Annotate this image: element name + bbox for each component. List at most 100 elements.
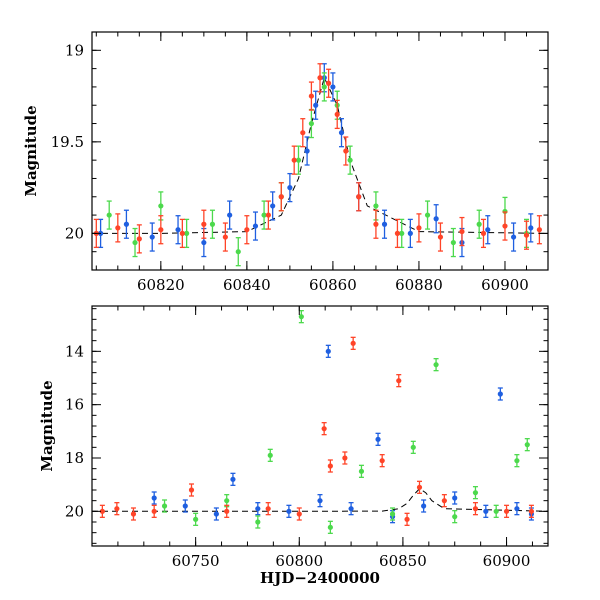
bottom-red-point — [472, 502, 479, 516]
bottom-red-point — [327, 459, 333, 473]
top-y-tick-label: 20 — [65, 224, 84, 242]
top-red-point — [265, 200, 271, 230]
bottom-blue-point — [348, 502, 354, 516]
top-x-tick-label: 60820 — [137, 276, 185, 294]
top-red-point — [244, 215, 250, 245]
top-red-point — [437, 222, 444, 252]
top-blue-point — [381, 209, 388, 239]
bottom-red-point — [114, 502, 120, 516]
bottom-green-point — [255, 515, 261, 529]
top-y-axis-label: Magnitude — [22, 105, 40, 196]
bottom-red-point — [342, 451, 348, 465]
bottom-blue-point — [452, 491, 458, 505]
bottom-blue-point — [230, 472, 236, 486]
bottom-green-point — [452, 510, 458, 524]
top-red-point — [317, 63, 323, 93]
bottom-red-point — [224, 504, 230, 518]
bottom-y-tick-label: 20 — [65, 502, 84, 520]
top-blue-point — [485, 215, 491, 245]
bottom-blue-point — [514, 502, 520, 516]
top-red-point — [136, 224, 142, 254]
top-red-point — [416, 213, 422, 243]
top-red-point — [158, 215, 164, 245]
top-red-point — [502, 211, 508, 241]
top-x-tick-label: 60880 — [395, 276, 443, 294]
bottom-blue-point — [213, 507, 219, 521]
top-green-point — [321, 72, 327, 102]
bottom-blue-point — [151, 491, 157, 505]
top-green-point — [184, 218, 190, 249]
top-y-tick-label: 19.5 — [51, 133, 84, 151]
bottom-x-axis-label: HJD−2400000 — [260, 569, 380, 587]
top-blue-point — [304, 136, 310, 166]
top-red-point — [222, 222, 228, 252]
top-blue-point — [270, 191, 276, 221]
bottom-blue-point — [182, 499, 188, 513]
top-x-tick-label: 60860 — [309, 276, 357, 294]
bottom-red-point — [379, 454, 385, 468]
bottom-green-point — [433, 358, 439, 372]
bottom-blue-point — [255, 502, 261, 516]
top-green-point — [399, 218, 405, 249]
top-green-point — [450, 227, 456, 258]
top-blue-point — [433, 204, 439, 234]
bottom-y-tick-label: 14 — [65, 342, 84, 360]
top-blue-point — [175, 215, 181, 245]
top-green-point — [347, 145, 353, 175]
bottom-y-tick-label: 16 — [65, 396, 84, 414]
top-red-point — [394, 218, 401, 249]
bottom-red-point — [321, 422, 327, 436]
bottom-blue-point — [286, 504, 292, 518]
bottom-red-point — [404, 512, 410, 526]
top-red-point — [459, 216, 465, 247]
bottom-red-point — [441, 494, 447, 508]
top-green-point — [261, 200, 267, 230]
top-blue-point — [149, 222, 155, 252]
bottom-green-point — [267, 448, 273, 462]
bottom-red-point — [528, 504, 535, 518]
bottom-green-point — [472, 486, 479, 500]
bottom-green-point — [410, 440, 416, 454]
top-blue-point — [123, 209, 130, 239]
bottom-x-tick-label: 60850 — [379, 552, 427, 570]
bottom-blue-point — [497, 387, 503, 401]
bottom-green-point — [524, 438, 530, 452]
bottom-x-tick-label: 60900 — [483, 552, 531, 570]
bottom-red-point — [416, 480, 423, 494]
top-x-tick-label: 60900 — [481, 276, 529, 294]
bottom-x-tick-label: 60800 — [275, 552, 323, 570]
top-red-point — [356, 182, 362, 212]
top-panel-frame — [91, 31, 549, 271]
top-panel-marks — [92, 63, 548, 267]
bottom-blue-point — [325, 344, 331, 358]
top-red-point — [201, 209, 207, 239]
bottom-green-point — [193, 512, 199, 526]
top-panel: 60820 60840 60860 60880 60900 19 19.5 20 Magnit… — [22, 31, 549, 294]
top-y-tick-label: 19 — [65, 41, 84, 59]
top-blue-point — [227, 200, 233, 230]
bottom-green-point — [327, 520, 333, 534]
bottom-y-tick-label: 18 — [65, 449, 84, 467]
bottom-green-point — [389, 507, 396, 521]
top-red-point — [115, 213, 121, 243]
top-red-point — [179, 218, 185, 249]
top-blue-point — [313, 90, 319, 120]
top-panel-axes: 60820 60840 60860 60880 60900 19 19.5 20 — [51, 31, 549, 294]
bottom-green-point — [493, 504, 499, 518]
bottom-x-tick-label: 60750 — [172, 552, 220, 570]
top-red-point — [291, 145, 297, 175]
bottom-blue-point — [375, 432, 381, 446]
top-red-point — [300, 118, 306, 148]
bottom-red-point — [99, 504, 105, 518]
bottom-panel: 60750 60800 60850 60900 14 16 18 20 Magnitude H… — [38, 305, 549, 587]
bottom-red-point — [350, 336, 356, 350]
top-red-point — [278, 182, 284, 212]
top-green-point — [295, 145, 302, 175]
bottom-red-point — [296, 507, 302, 521]
bottom-red-point — [151, 504, 157, 518]
bottom-blue-point — [421, 499, 427, 513]
top-blue-point — [407, 218, 413, 249]
bottom-green-point — [161, 499, 168, 513]
top-blue-point — [510, 222, 517, 252]
